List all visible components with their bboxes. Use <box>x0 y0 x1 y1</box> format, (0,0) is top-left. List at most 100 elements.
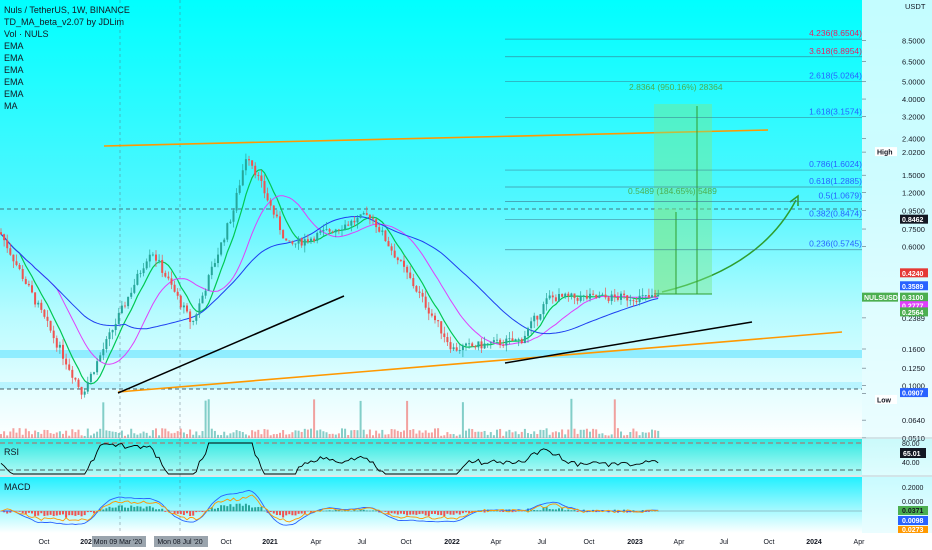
macd-hist-bar-43 <box>133 506 136 512</box>
candle-body-170 <box>527 328 529 336</box>
candle-body-181 <box>561 294 564 297</box>
candle-body-138 <box>427 307 430 314</box>
candle-body-53 <box>164 272 167 277</box>
candle-body-112 <box>347 224 350 226</box>
macd-hist-bar-64 <box>198 511 201 512</box>
candle-body-64 <box>198 303 201 315</box>
candle-body-129 <box>399 260 402 261</box>
macd-hist-bar-182 <box>564 510 567 512</box>
volume-bar-75 <box>232 432 235 438</box>
volume-bar-104 <box>322 431 325 438</box>
volume-bar-148 <box>458 434 461 438</box>
macd-hist-bar-127 <box>393 511 396 514</box>
price-badge-text-7: 0.2777 <box>902 304 924 311</box>
candle-body-146 <box>452 347 455 350</box>
macd-hist-bar-46 <box>142 508 145 512</box>
candle-body-113 <box>350 220 353 226</box>
volume-bar-97 <box>300 431 303 438</box>
symbol-title[interactable]: Nuls / TetherUS, 1W, BINANCE <box>4 5 130 15</box>
volume-bar-135 <box>418 430 421 438</box>
candle-body-56 <box>173 284 176 292</box>
indicator-ma[interactable]: MA <box>4 101 18 111</box>
macd-hist-bar-140 <box>434 511 436 514</box>
volume-bar-81 <box>251 430 254 438</box>
macd-hist-bar-144 <box>446 511 449 514</box>
indicator-ema-4[interactable]: EMA <box>4 77 24 87</box>
candle-body-75 <box>232 210 235 222</box>
candle-body-31 <box>96 361 99 373</box>
candle-body-41 <box>127 296 130 307</box>
volume-bar-150 <box>465 430 467 438</box>
volume-bar-33 <box>102 402 105 438</box>
price-tick-label-4: 3.2000 <box>902 112 925 121</box>
support-zone-band-upper <box>0 350 862 358</box>
candle-body-58 <box>179 295 182 308</box>
time-axis-label-6: Apr <box>311 539 323 546</box>
macd-hist-bar-142 <box>440 511 443 516</box>
indicator-ema-2[interactable]: EMA <box>4 53 24 63</box>
indicator-ema-1[interactable]: EMA <box>4 41 24 51</box>
candle-body-180 <box>558 294 560 302</box>
macd-hist-bar-129 <box>399 511 402 514</box>
macd-hist-bar-145 <box>449 511 452 515</box>
candle-body-175 <box>542 304 545 315</box>
volume-bar-155 <box>480 431 483 438</box>
macd-hist-bar-75 <box>232 506 235 512</box>
candle-body-158 <box>489 342 492 344</box>
candle-body-80 <box>248 159 250 161</box>
price-axis-background <box>862 0 932 533</box>
volume-bar-47 <box>145 432 148 438</box>
volume-bar-30 <box>93 433 95 438</box>
indicator-td-ma[interactable]: TD_MA_beta_v2.07 by JDLim <box>4 17 124 27</box>
indicator-ema-3[interactable]: EMA <box>4 65 24 75</box>
rsi-label[interactable]: RSI <box>4 447 19 457</box>
candle-body-139 <box>430 313 433 316</box>
volume-bar-170 <box>527 433 529 438</box>
candle-body-100 <box>310 238 312 242</box>
macd-hist-bar-132 <box>409 511 412 515</box>
price-badge-text-3: 0.3589 <box>902 284 924 291</box>
candle-body-206 <box>638 295 641 303</box>
macd-value-1: 0.0371 <box>902 508 924 515</box>
volume-bar-72 <box>223 431 226 438</box>
candle-body-106 <box>328 229 331 232</box>
candle-body-51 <box>158 259 161 261</box>
candle-body-131 <box>406 266 409 273</box>
volume-bar-45 <box>139 433 142 438</box>
macd-hist-bar-106 <box>328 510 331 512</box>
indicator-ema-5[interactable]: EMA <box>4 89 24 99</box>
volume-bar-200 <box>620 431 622 438</box>
macd-hist-bar-178 <box>551 509 554 512</box>
candle-body-37 <box>114 323 117 331</box>
candle-body-194 <box>601 294 604 296</box>
macd-hist-bar-9 <box>27 511 30 513</box>
volume-bar-73 <box>226 435 229 438</box>
macd-hist-bar-37 <box>114 507 117 512</box>
volume-bar-67 <box>207 399 210 438</box>
orange-lower-channel-line <box>117 331 843 393</box>
time-axis-label-15: Jul <box>720 539 729 546</box>
rsi-line <box>0 442 659 475</box>
volume-bar-174 <box>539 429 542 438</box>
price-tick-label-0: 8.5000 <box>902 37 925 46</box>
volume-bar-18 <box>55 432 58 438</box>
macd-hist-bar-138 <box>427 511 430 517</box>
macd-hist-bar-34 <box>105 508 108 512</box>
candle-body-188 <box>582 295 585 297</box>
volume-bar-169 <box>523 428 526 438</box>
volume-bar-145 <box>449 434 452 438</box>
macd-hist-bar-141 <box>437 511 440 515</box>
volume-bar-139 <box>430 432 433 438</box>
volume-bar-93 <box>288 434 291 438</box>
indicator-volume[interactable]: Vol · NULS <box>4 29 49 39</box>
candle-body-3 <box>9 248 12 255</box>
macd-badge-3 <box>898 526 928 533</box>
volume-bar-210 <box>651 429 653 438</box>
volume-bar-197 <box>610 434 613 438</box>
candle-body-40 <box>124 305 126 307</box>
price-badge-bg-0 <box>875 147 897 157</box>
volume-bar-55 <box>170 433 173 438</box>
macd-label[interactable]: MACD <box>4 482 31 492</box>
